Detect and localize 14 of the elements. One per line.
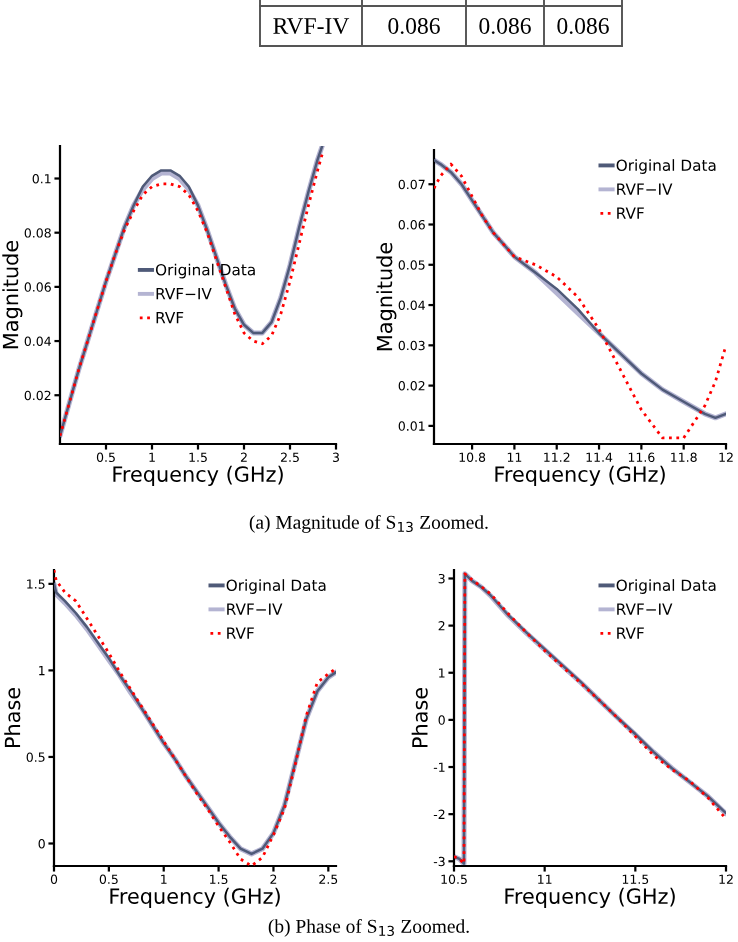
text: 0.086	[557, 17, 609, 35]
x-axis-title: Frequency (GHz)	[113, 465, 283, 486]
text: (a) Magnitude of S$_{13}$ Zoomed.	[249, 514, 488, 533]
text: 0.086	[388, 17, 440, 35]
text: RVF-IV	[273, 18, 350, 35]
y-axis-title: Phase	[411, 688, 428, 748]
y-axis-title: Phase	[4, 688, 21, 748]
x-axis-title: Frequency (GHz)	[110, 887, 280, 908]
x-axis-title: Frequency (GHz)	[505, 887, 675, 908]
text: 0.086	[479, 17, 531, 35]
text: (b) Phase of S$_{13}$ Zoomed.	[268, 918, 469, 937]
x-axis-title: Frequency (GHz)	[495, 465, 665, 486]
y-axis-title: Magnitude	[2, 240, 23, 349]
y-axis-title: Magnitude	[376, 242, 397, 351]
